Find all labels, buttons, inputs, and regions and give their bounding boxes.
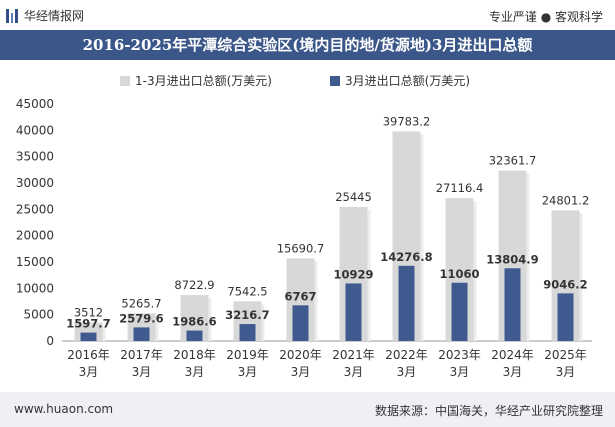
- x-tick-label-month: 3月: [79, 365, 99, 379]
- x-tick-label-year: 2022年: [385, 348, 428, 362]
- data-label-total: 15690.7: [277, 241, 325, 255]
- data-label-total: 8722.9: [174, 278, 214, 292]
- footer: www.huaon.com 数据来源：中国海关，华经产业研究院整理: [0, 392, 615, 427]
- bar-march: [451, 282, 468, 341]
- data-label-total: 24801.2: [542, 193, 590, 207]
- bar-march: [504, 268, 521, 341]
- data-label-march: 1986.6: [172, 315, 216, 329]
- y-tick-label: 25000: [16, 202, 54, 216]
- y-tick-label: 40000: [16, 123, 54, 137]
- data-label-march: 3216.7: [225, 308, 269, 322]
- x-tick-label-year: 2017年: [120, 348, 163, 362]
- data-label-march: 10929: [333, 267, 373, 281]
- site-name: 华经情报网: [24, 9, 85, 23]
- x-tick-label-year: 2018年: [173, 348, 216, 362]
- data-label-march: 14276.8: [380, 250, 432, 264]
- x-tick-label-month: 3月: [185, 365, 205, 379]
- slogan: 专业严谨 ● 客观科学: [488, 10, 603, 24]
- y-tick-label: 20000: [16, 229, 54, 243]
- y-tick-label: 35000: [16, 150, 54, 164]
- y-tick-label: 15000: [16, 255, 54, 269]
- data-label-total: 5265.7: [121, 296, 161, 310]
- bar-march: [557, 293, 574, 341]
- data-label-total: 32361.7: [489, 154, 537, 168]
- x-tick-label-year: 2023年: [438, 348, 481, 362]
- x-tick-label-month: 3月: [238, 365, 258, 379]
- bar-march: [133, 327, 150, 341]
- chart-title: 2016-2025年平潭综合实验区(境内目的地/货源地)3月进出口总额: [0, 30, 615, 60]
- y-tick-label: 45000: [16, 97, 54, 111]
- x-tick-label-month: 3月: [503, 365, 523, 379]
- legend-swatch-2: [330, 76, 340, 86]
- data-label-march: 9046.2: [543, 277, 587, 291]
- x-tick-label-year: 2020年: [279, 348, 322, 362]
- top-bar: 华经情报网 专业严谨 ● 客观科学: [0, 0, 615, 30]
- x-tick-label-year: 2016年: [67, 348, 110, 362]
- x-tick-label-month: 3月: [450, 365, 470, 379]
- bar-march: [239, 324, 256, 341]
- site-logo[interactable]: 华经情报网: [6, 7, 84, 24]
- y-tick-label: 30000: [16, 176, 54, 190]
- x-tick-label-year: 2019年: [226, 348, 269, 362]
- data-label-march: 1597.7: [66, 317, 110, 331]
- bar-march: [80, 332, 97, 341]
- x-tick-label-year: 2024年: [491, 348, 534, 362]
- x-tick-label-year: 2025年: [544, 348, 587, 362]
- chart: 1-3月进出口总额(万美元) 3月进出口总额(万美元) 0 5000 10000 1500…: [16, 74, 592, 379]
- bar-march: [398, 265, 415, 341]
- x-tick-label-month: 3月: [132, 365, 152, 379]
- x-tick-label-month: 3月: [344, 365, 364, 379]
- data-label-march: 2579.6: [119, 311, 163, 325]
- legend-label-1: 1-3月进出口总额(万美元): [135, 74, 272, 88]
- data-label-march: 13804.9: [486, 252, 538, 266]
- bar-march: [345, 283, 362, 341]
- x-tick-label-month: 3月: [556, 365, 576, 379]
- data-label-total: 3512: [74, 306, 103, 320]
- data-label-march: 6767: [284, 289, 316, 303]
- logo-icon: [6, 8, 19, 23]
- footer-url[interactable]: www.huaon.com: [14, 402, 114, 416]
- bar-march: [292, 305, 309, 341]
- data-label-total: 25445: [335, 190, 372, 204]
- y-tick-label: 0: [46, 334, 54, 348]
- y-tick-label: 5000: [23, 308, 54, 322]
- data-label-total: 7542.5: [227, 284, 267, 298]
- x-tick-label-month: 3月: [397, 365, 417, 379]
- bar-march: [186, 330, 203, 341]
- data-label-total: 39783.2: [383, 114, 431, 128]
- data-label-march: 11060: [439, 267, 479, 281]
- x-tick-label-year: 2021年: [332, 348, 375, 362]
- data-label-total: 27116.4: [436, 181, 484, 195]
- y-tick-label: 10000: [16, 281, 54, 295]
- legend-label-2: 3月进出口总额(万美元): [345, 74, 470, 88]
- data-source: 数据来源：中国海关，华经产业研究院整理: [374, 404, 603, 418]
- x-tick-label-month: 3月: [291, 365, 311, 379]
- legend-swatch-1: [120, 76, 130, 86]
